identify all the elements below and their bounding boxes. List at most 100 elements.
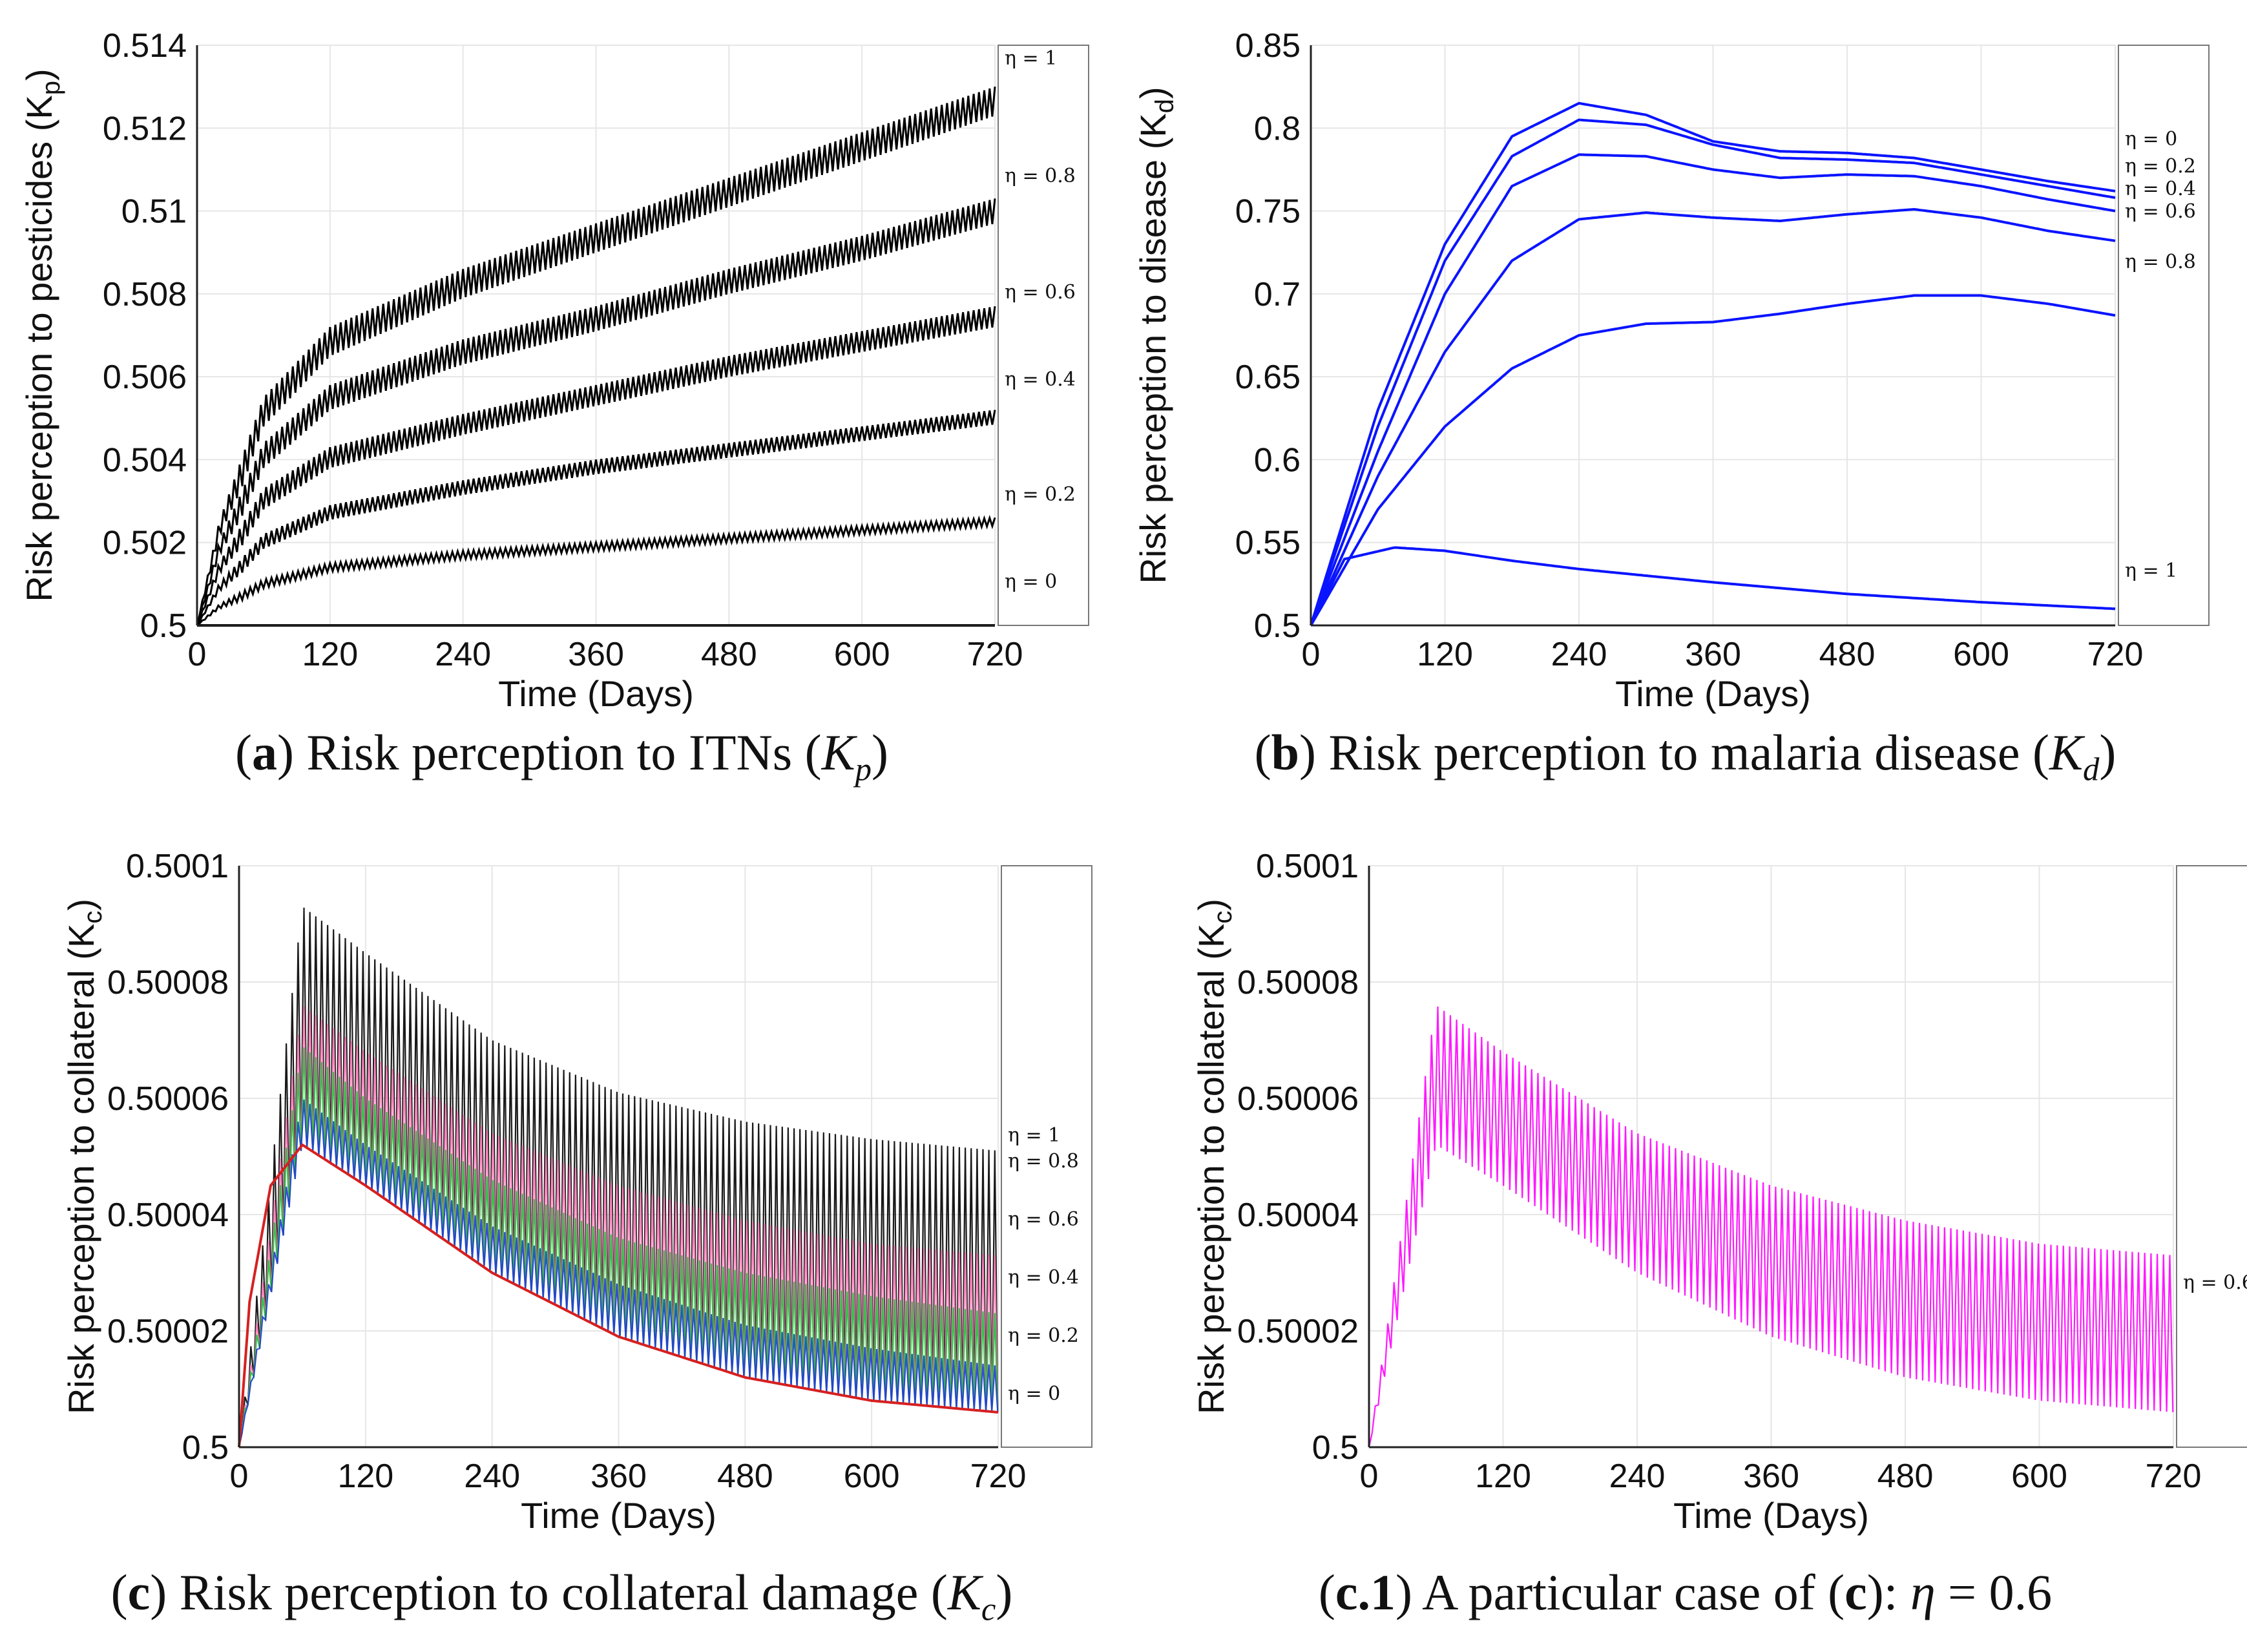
x-tick-label: 120 bbox=[337, 1458, 393, 1495]
series-0.4 bbox=[196, 410, 996, 626]
x-tick-label: 360 bbox=[1685, 636, 1741, 673]
y-tick-label: 0.50004 bbox=[107, 1197, 229, 1234]
x-tick-label: 240 bbox=[435, 636, 491, 673]
y-tick-label: 0.5001 bbox=[126, 848, 229, 885]
series-group bbox=[1368, 1006, 2174, 1448]
x-tick-label: 120 bbox=[302, 636, 358, 673]
legend-label: η = 0 bbox=[2125, 128, 2177, 151]
x-axis-label: Time (Days) bbox=[521, 1495, 716, 1536]
legend-label: η = 0.2 bbox=[1008, 1324, 1079, 1347]
chart-a: 0 120 240 360 480 600 720 0.5 0.502 0.504 0.506 0.5… bbox=[19, 27, 1089, 714]
series-1 bbox=[1310, 546, 2116, 626]
y-tick-label: 0.7 bbox=[1254, 276, 1301, 313]
legend-label: η = 1 bbox=[2125, 559, 2177, 582]
x-tick-label: 360 bbox=[1743, 1458, 1799, 1495]
x-tick-label: 120 bbox=[1417, 636, 1473, 673]
legend-label: η = 0 bbox=[1005, 570, 1057, 593]
y-tick-label: 0.50004 bbox=[1237, 1197, 1359, 1234]
x-tick-label: 600 bbox=[844, 1458, 900, 1495]
y-tick-label: 0.5 bbox=[1312, 1429, 1359, 1467]
y-axis-label: Risk perception to pesticides (Kp) bbox=[19, 68, 65, 601]
legend-label: η = 0.4 bbox=[2125, 178, 2196, 200]
x-tick-label: 600 bbox=[834, 636, 890, 673]
x-tick-label: 240 bbox=[1609, 1458, 1666, 1495]
y-tick-label: 0.85 bbox=[1235, 27, 1301, 65]
series-0.2 bbox=[196, 514, 996, 627]
x-tick-label: 360 bbox=[568, 636, 624, 673]
y-tick-label: 0.5001 bbox=[1256, 848, 1359, 885]
chart-b: 0 120 240 360 480 600 720 0.5 0.55 0.6 0.65 0.7 0.75… bbox=[1133, 27, 2210, 714]
x-tick-label: 240 bbox=[464, 1458, 520, 1495]
series-0.8 bbox=[1310, 294, 2116, 627]
panel-c: 0 120 240 360 480 600 720 0.5 0.50002 0.50004 0.50… bbox=[0, 827, 1124, 1652]
y-axis-label: Risk perception to collateral (Kc) bbox=[1191, 899, 1237, 1414]
x-tick-label: 120 bbox=[1475, 1458, 1531, 1495]
series-0 bbox=[238, 1143, 999, 1448]
caption-a: (a) Risk perception to ITNs (Kp) bbox=[235, 724, 888, 788]
legend-label: η = 0.2 bbox=[2125, 155, 2196, 178]
caption-b: (b) Risk perception to malaria disease (… bbox=[1254, 724, 2116, 788]
chart-c: 0 120 240 360 480 600 720 0.5 0.50002 0.50004 0.50… bbox=[61, 848, 1092, 1536]
x-tick-label: 0 bbox=[188, 636, 207, 673]
legend-label: η = 0.8 bbox=[1005, 165, 1076, 187]
caption-c1: (c.1) A particular case of (c): η = 0.6 bbox=[1318, 1564, 2053, 1620]
x-tick-label: 720 bbox=[970, 1458, 1027, 1495]
x-axis-label: Time (Days) bbox=[498, 673, 694, 714]
x-tick-label: 0 bbox=[1360, 1458, 1379, 1495]
legend-label: η = 0.4 bbox=[1008, 1266, 1079, 1289]
series-0.2 bbox=[1310, 118, 2116, 626]
series-0.2 bbox=[238, 1099, 999, 1448]
legend-label: η = 0.6 bbox=[2125, 200, 2196, 223]
y-tick-label: 0.6 bbox=[1254, 441, 1301, 479]
y-tick-label: 0.50006 bbox=[1237, 1080, 1359, 1118]
y-tick-label: 0.50008 bbox=[1237, 964, 1359, 1001]
legend-label: η = 1 bbox=[1008, 1124, 1060, 1147]
y-tick-label: 0.5 bbox=[140, 607, 187, 645]
y-tick-label: 0.50002 bbox=[107, 1313, 229, 1350]
y-tick-label: 0.5 bbox=[1254, 607, 1301, 645]
legend-label: η = 1 bbox=[1005, 47, 1057, 70]
y-tick-label: 0.512 bbox=[103, 110, 187, 147]
series-0 bbox=[1310, 101, 2116, 626]
series-0.6 bbox=[1310, 207, 2116, 626]
legend-label: η = 0.8 bbox=[1008, 1150, 1079, 1173]
series-0.4 bbox=[1310, 153, 2116, 626]
y-tick-label: 0.65 bbox=[1235, 359, 1301, 396]
panel-b: 0 120 240 360 480 600 720 0.5 0.55 0.6 0.65 0.7 0.75… bbox=[1124, 0, 2247, 827]
legend-box bbox=[998, 45, 1089, 626]
series-0.6 bbox=[1368, 1006, 2174, 1448]
series-0.8 bbox=[196, 198, 996, 626]
y-tick-label: 0.50006 bbox=[107, 1080, 229, 1118]
y-tick-label: 0.514 bbox=[103, 27, 187, 65]
x-tick-label: 600 bbox=[2011, 1458, 2067, 1495]
x-tick-label: 0 bbox=[230, 1458, 249, 1495]
x-axis-label: Time (Days) bbox=[1615, 673, 1811, 714]
x-tick-label: 0 bbox=[1302, 636, 1321, 673]
series-group bbox=[238, 907, 999, 1448]
legend-label: η = 0.6 bbox=[2183, 1271, 2247, 1294]
caption-c: (c) Risk perception to collateral damage… bbox=[110, 1564, 1013, 1627]
x-tick-label: 720 bbox=[967, 636, 1023, 673]
x-tick-label: 480 bbox=[1819, 636, 1876, 673]
series-group bbox=[1310, 101, 2116, 627]
legend-box bbox=[1001, 865, 1092, 1448]
y-tick-label: 0.504 bbox=[103, 441, 187, 479]
y-tick-label: 0.50002 bbox=[1237, 1313, 1359, 1350]
x-tick-label: 720 bbox=[2146, 1458, 2202, 1495]
series-0.6 bbox=[196, 306, 996, 626]
chart-c1: 0 120 240 360 480 600 720 0.5 0.50002 0.50004 0.50… bbox=[1191, 848, 2247, 1536]
legend-label: η = 0.6 bbox=[1008, 1208, 1079, 1231]
x-tick-label: 480 bbox=[701, 636, 757, 673]
panel-c1: 0 120 240 360 480 600 720 0.5 0.50002 0.50004 0.50… bbox=[1124, 827, 2247, 1652]
y-tick-label: 0.51 bbox=[121, 193, 187, 231]
legend-box bbox=[2118, 45, 2210, 626]
y-tick-label: 0.502 bbox=[103, 525, 187, 562]
x-tick-label: 480 bbox=[1877, 1458, 1934, 1495]
y-tick-label: 0.506 bbox=[103, 359, 187, 396]
y-tick-label: 0.75 bbox=[1235, 193, 1301, 231]
x-tick-label: 240 bbox=[1551, 636, 1607, 673]
series-1 bbox=[196, 86, 996, 626]
legend-label: η = 0.2 bbox=[1005, 483, 1076, 506]
legend-label: η = 0.8 bbox=[2125, 251, 2196, 273]
x-axis-label: Time (Days) bbox=[1673, 1495, 1869, 1536]
